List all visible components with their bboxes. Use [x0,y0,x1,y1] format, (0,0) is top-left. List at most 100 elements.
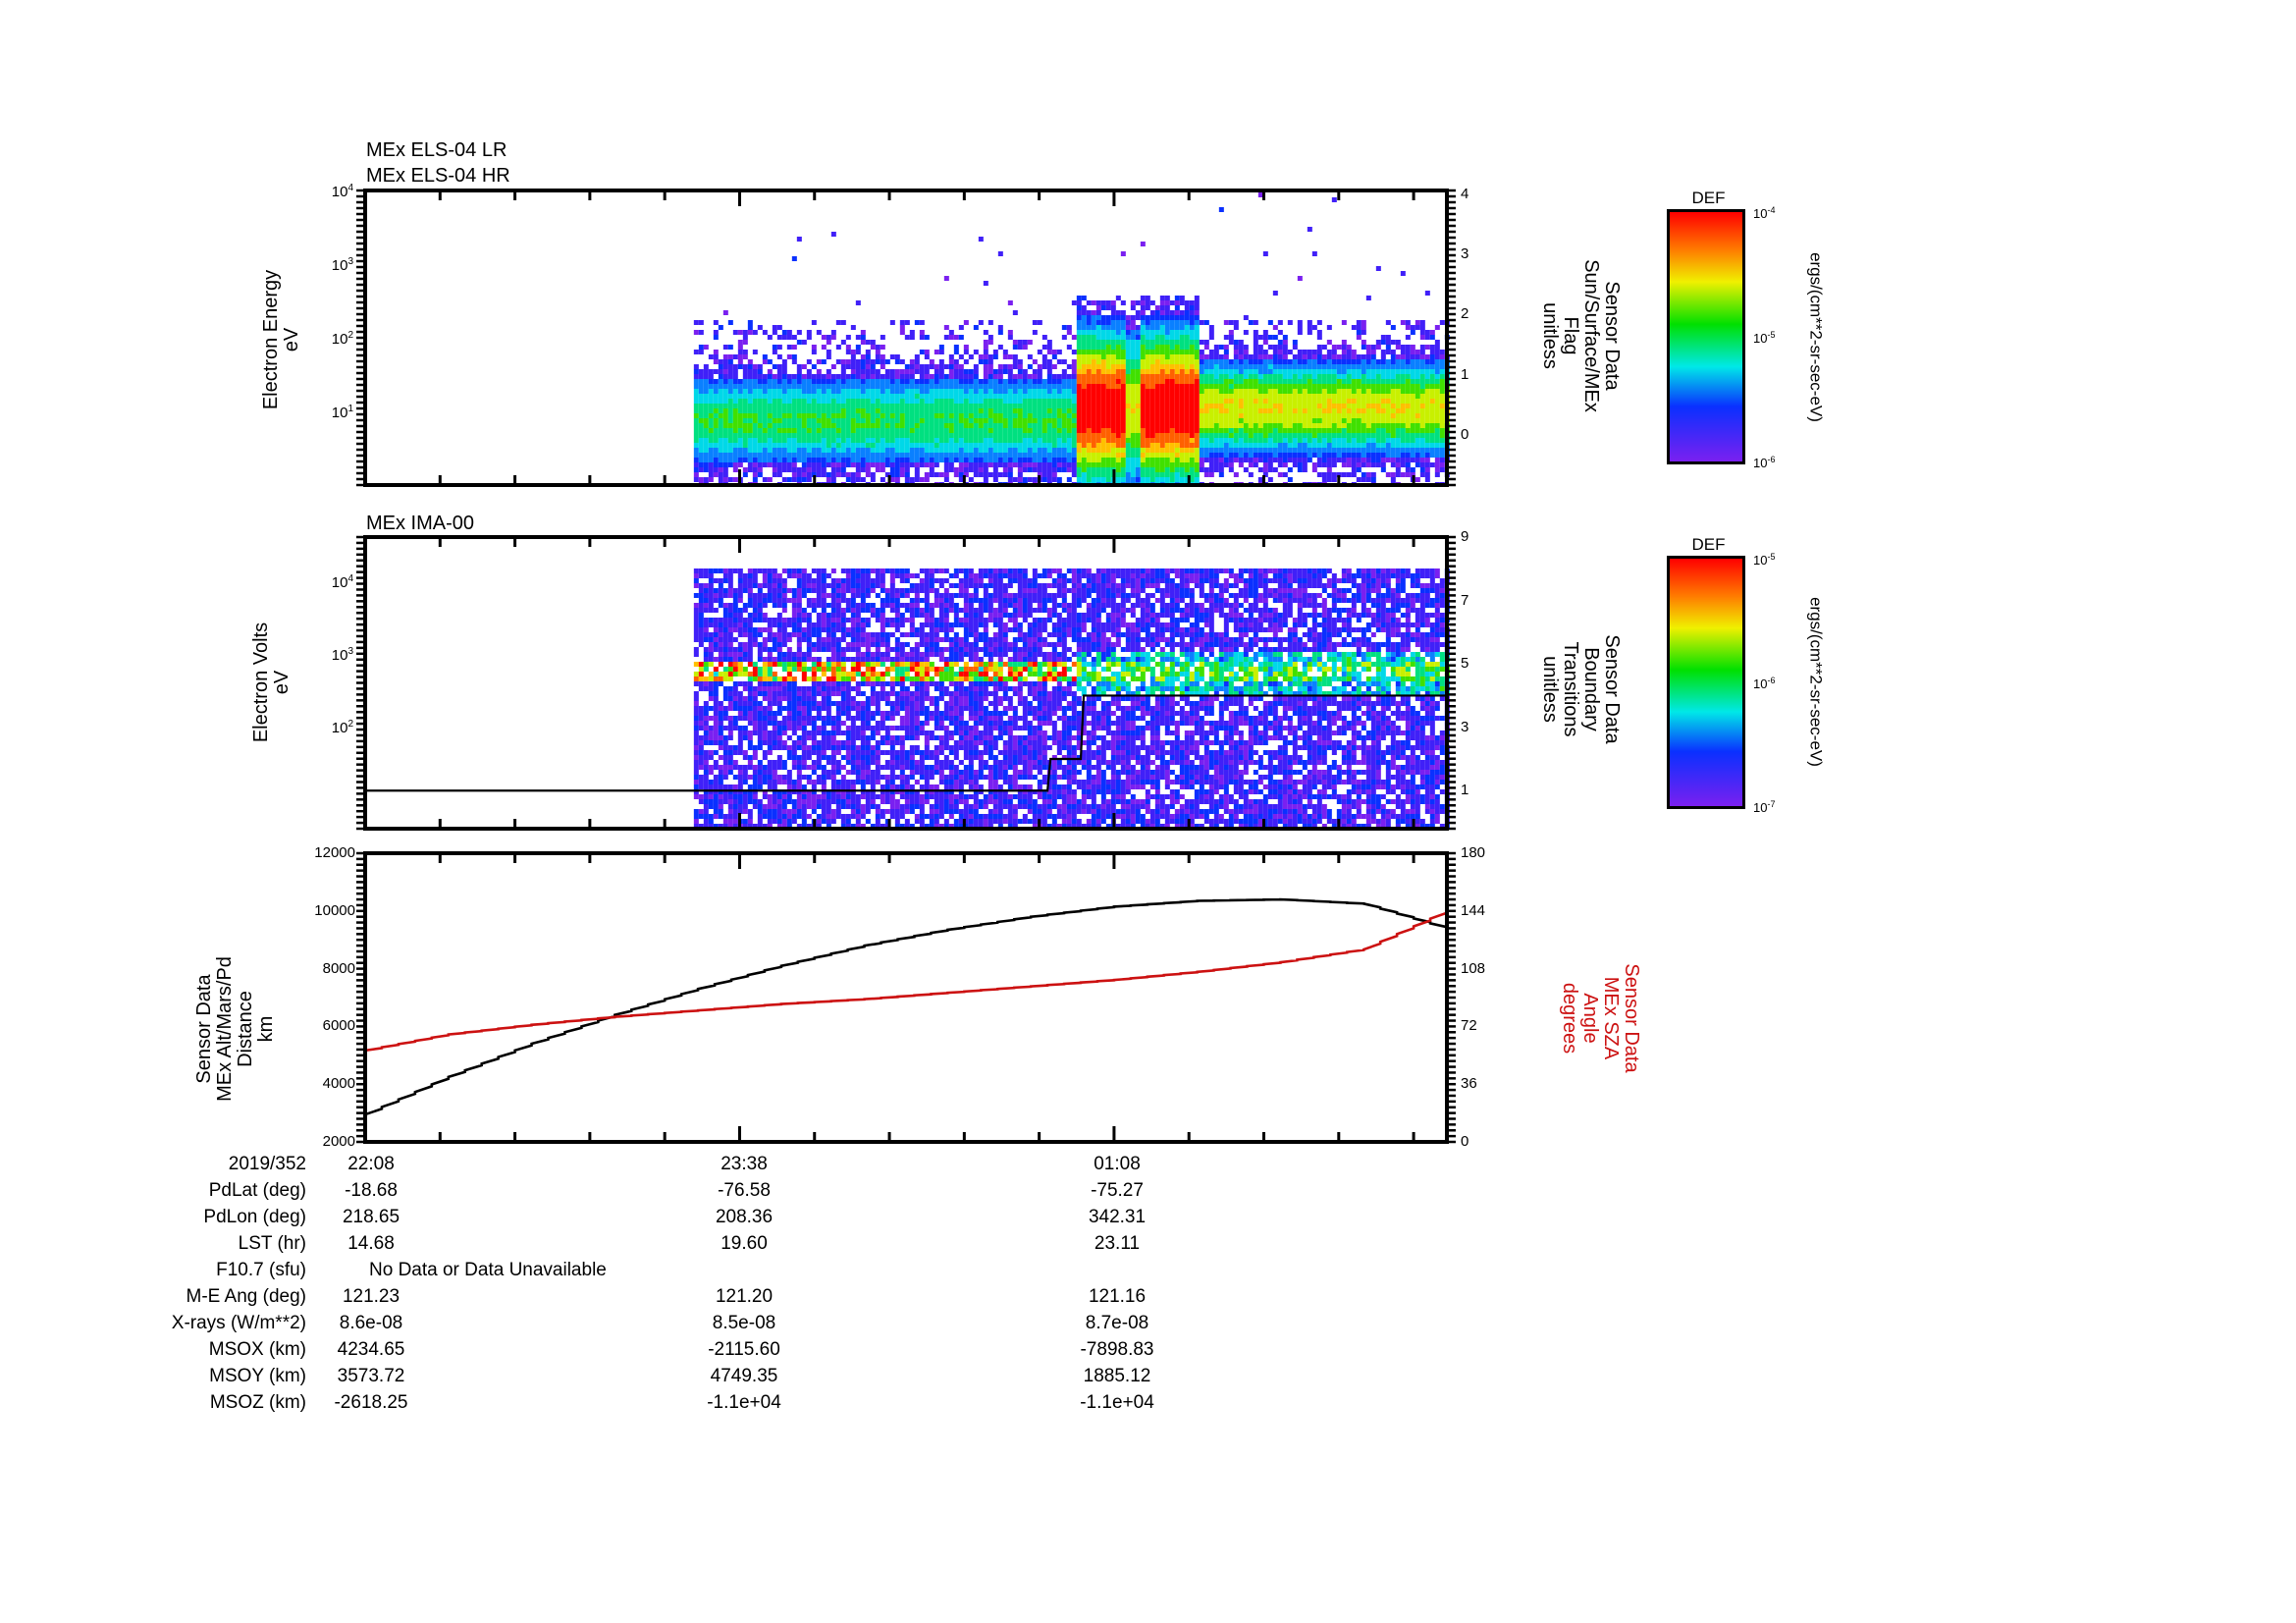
ima-right-label-line2: Boundary [1580,647,1602,731]
ephemeris-label: M-E Ang (deg) [186,1286,307,1307]
boundary-transition-line [365,694,1447,792]
ephemeris-value: 8.6e-08 [339,1313,403,1333]
els-ytick: 101 [331,404,353,421]
ima-colorbar-unit: ergs/(cm**2-sr-sec-eV) [1806,597,1826,767]
time-tick-label: 01:08 [1094,1154,1141,1174]
ephemeris-value: -76.58 [718,1180,771,1201]
orbit-right-label-line3: Angle [1579,993,1601,1044]
ima-ylabel-line2: eV [271,670,293,695]
ima-right-tick: 3 [1461,718,1469,735]
ephemeris-value: 3573.72 [337,1366,405,1386]
ephemeris-label: 2019/352 [228,1154,306,1174]
orbit-right-tick: 72 [1461,1017,1477,1035]
ephemeris-value: 23.11 [1094,1233,1141,1254]
ephemeris-label: X-rays (W/m**2) [171,1313,306,1333]
orbit-ytick: 10000 [314,901,355,919]
time-tick-label: 23:38 [721,1154,768,1174]
els-right-label: Sensor Data Sun/Surface/MEx Flag unitles… [1539,208,1623,463]
ephemeris-value: 121.16 [1088,1286,1147,1307]
els-colorbar-title: DEF [1691,189,1726,207]
els-right-tick: 3 [1461,245,1469,263]
ephemeris-value: 121.23 [342,1286,400,1307]
ima-right-label-line3: Transitions [1560,641,1581,737]
ima-ytick: 104 [331,572,353,591]
orbit-ytick: 8000 [322,959,355,977]
els-right-label-line2: Sun/Surface/MEx [1580,259,1602,412]
orbit-right-tick: 180 [1461,844,1486,861]
orbit-ytick: 6000 [322,1017,355,1035]
els-colorbar-unit: ergs/(cm**2-sr-sec-eV) [1806,252,1826,422]
ima-ytick: 103 [331,645,353,664]
orbit-right-tick: 36 [1461,1075,1477,1093]
ephemeris-value: 1885.12 [1083,1366,1151,1386]
orbit-ytick: 12000 [314,844,355,861]
els-right-tick: 4 [1461,186,1469,202]
ephemeris-label: F10.7 (sfu) [216,1260,306,1280]
orbit-ylabel: Sensor Data MEx Alt/Mars/Pd Distance km [193,901,277,1157]
orbit-ytick: 2000 [322,1133,355,1150]
els-ytick: 104 [331,183,353,200]
ephemeris-label: PdLon (deg) [203,1207,306,1227]
els-right-tick: 0 [1461,425,1469,443]
els-right-tick: 2 [1461,305,1469,323]
ephemeris-value: 342.31 [1088,1207,1147,1227]
ephemeris-value: -1.1e+04 [1080,1392,1154,1413]
ima-ylabel: Electron Volts eV [250,574,293,790]
ima-right-tick: 1 [1461,782,1469,799]
els-ytick: 102 [331,330,353,348]
ephemeris-value: 8.7e-08 [1085,1313,1149,1333]
sza-line [364,910,1449,1053]
ephemeris-label: MSOZ (km) [209,1392,306,1413]
ephemeris-value: -75.27 [1091,1180,1144,1201]
ima-colorbar [1667,556,1745,809]
orbit-right-tick: 108 [1461,959,1486,977]
els-ytick: 103 [331,256,353,274]
heatmap-cells-0 [693,192,1450,487]
ima-colorbar-title: DEF [1691,535,1726,554]
orbit-ylabel-line1: Sensor Data [193,974,215,1084]
els-right-label-line4: unitless [1539,302,1561,369]
ima-right-tick: 7 [1461,591,1469,609]
ima-right-tick: 9 [1461,528,1469,545]
ima-right-label-line1: Sensor Data [1601,634,1623,744]
orbit-ylabel-line2: MEx Alt/Mars/Pd [214,956,236,1102]
orbit-ylabel-line4: km [255,1015,277,1043]
panel-frame-2 [363,851,1449,1144]
orbit-right-label-line1: Sensor Data [1621,963,1642,1073]
ima-right-tick: 5 [1461,655,1469,673]
ephemeris-value: -18.68 [345,1180,398,1201]
ima-right-label-line4: unitless [1539,656,1561,723]
heatmap-cells-1 [693,568,1450,829]
ephemeris-value: 208.36 [715,1207,774,1227]
ephemeris-value: 121.20 [715,1286,774,1307]
altitude-line [364,897,1449,1116]
orbit-ytick: 4000 [322,1075,355,1093]
ephemeris-label: MSOY (km) [209,1366,306,1386]
colorbar-tick: 10-6 [1753,676,1776,691]
ima-right-label: Sensor Data Boundary Transitions unitles… [1539,562,1623,817]
els-title-hr: MEx ELS-04 HR [366,165,510,187]
orbit-right-tick: 0 [1461,1133,1469,1150]
colorbar-tick: 10-5 [1753,330,1776,346]
ephemeris-label: LST (hr) [238,1233,306,1254]
els-title-lr: MEx ELS-04 LR [366,139,507,161]
time-tick-label: 22:08 [347,1154,395,1174]
ephemeris-value: 14.68 [347,1233,395,1254]
orbit-right-label-line2: MEx SZA [1600,976,1622,1060]
ephemeris-value: -2115.60 [708,1339,780,1360]
ephemeris-value: -2618.25 [334,1392,408,1413]
ephemeris-value: No Data or Data Unavailable [369,1260,607,1280]
ima-ylabel-line1: Electron Volts [250,622,272,743]
colorbar-tick: 10-5 [1753,552,1776,568]
ephemeris-label: PdLat (deg) [208,1180,306,1201]
orbit-right-label-line4: degrees [1559,982,1580,1055]
els-right-label-line3: Flag [1560,316,1581,355]
els-ylabel-line1: Electron Energy [260,269,282,410]
colorbar-tick: 10-4 [1753,205,1776,221]
orbit-right-tick: 144 [1461,901,1486,919]
orbit-ylabel-line3: Distance [235,991,256,1067]
ephemeris-label: MSOX (km) [208,1339,306,1360]
ephemeris-value: -7898.83 [1080,1339,1154,1360]
ima-ytick: 102 [331,719,353,737]
ephemeris-value: 8.5e-08 [712,1313,776,1333]
